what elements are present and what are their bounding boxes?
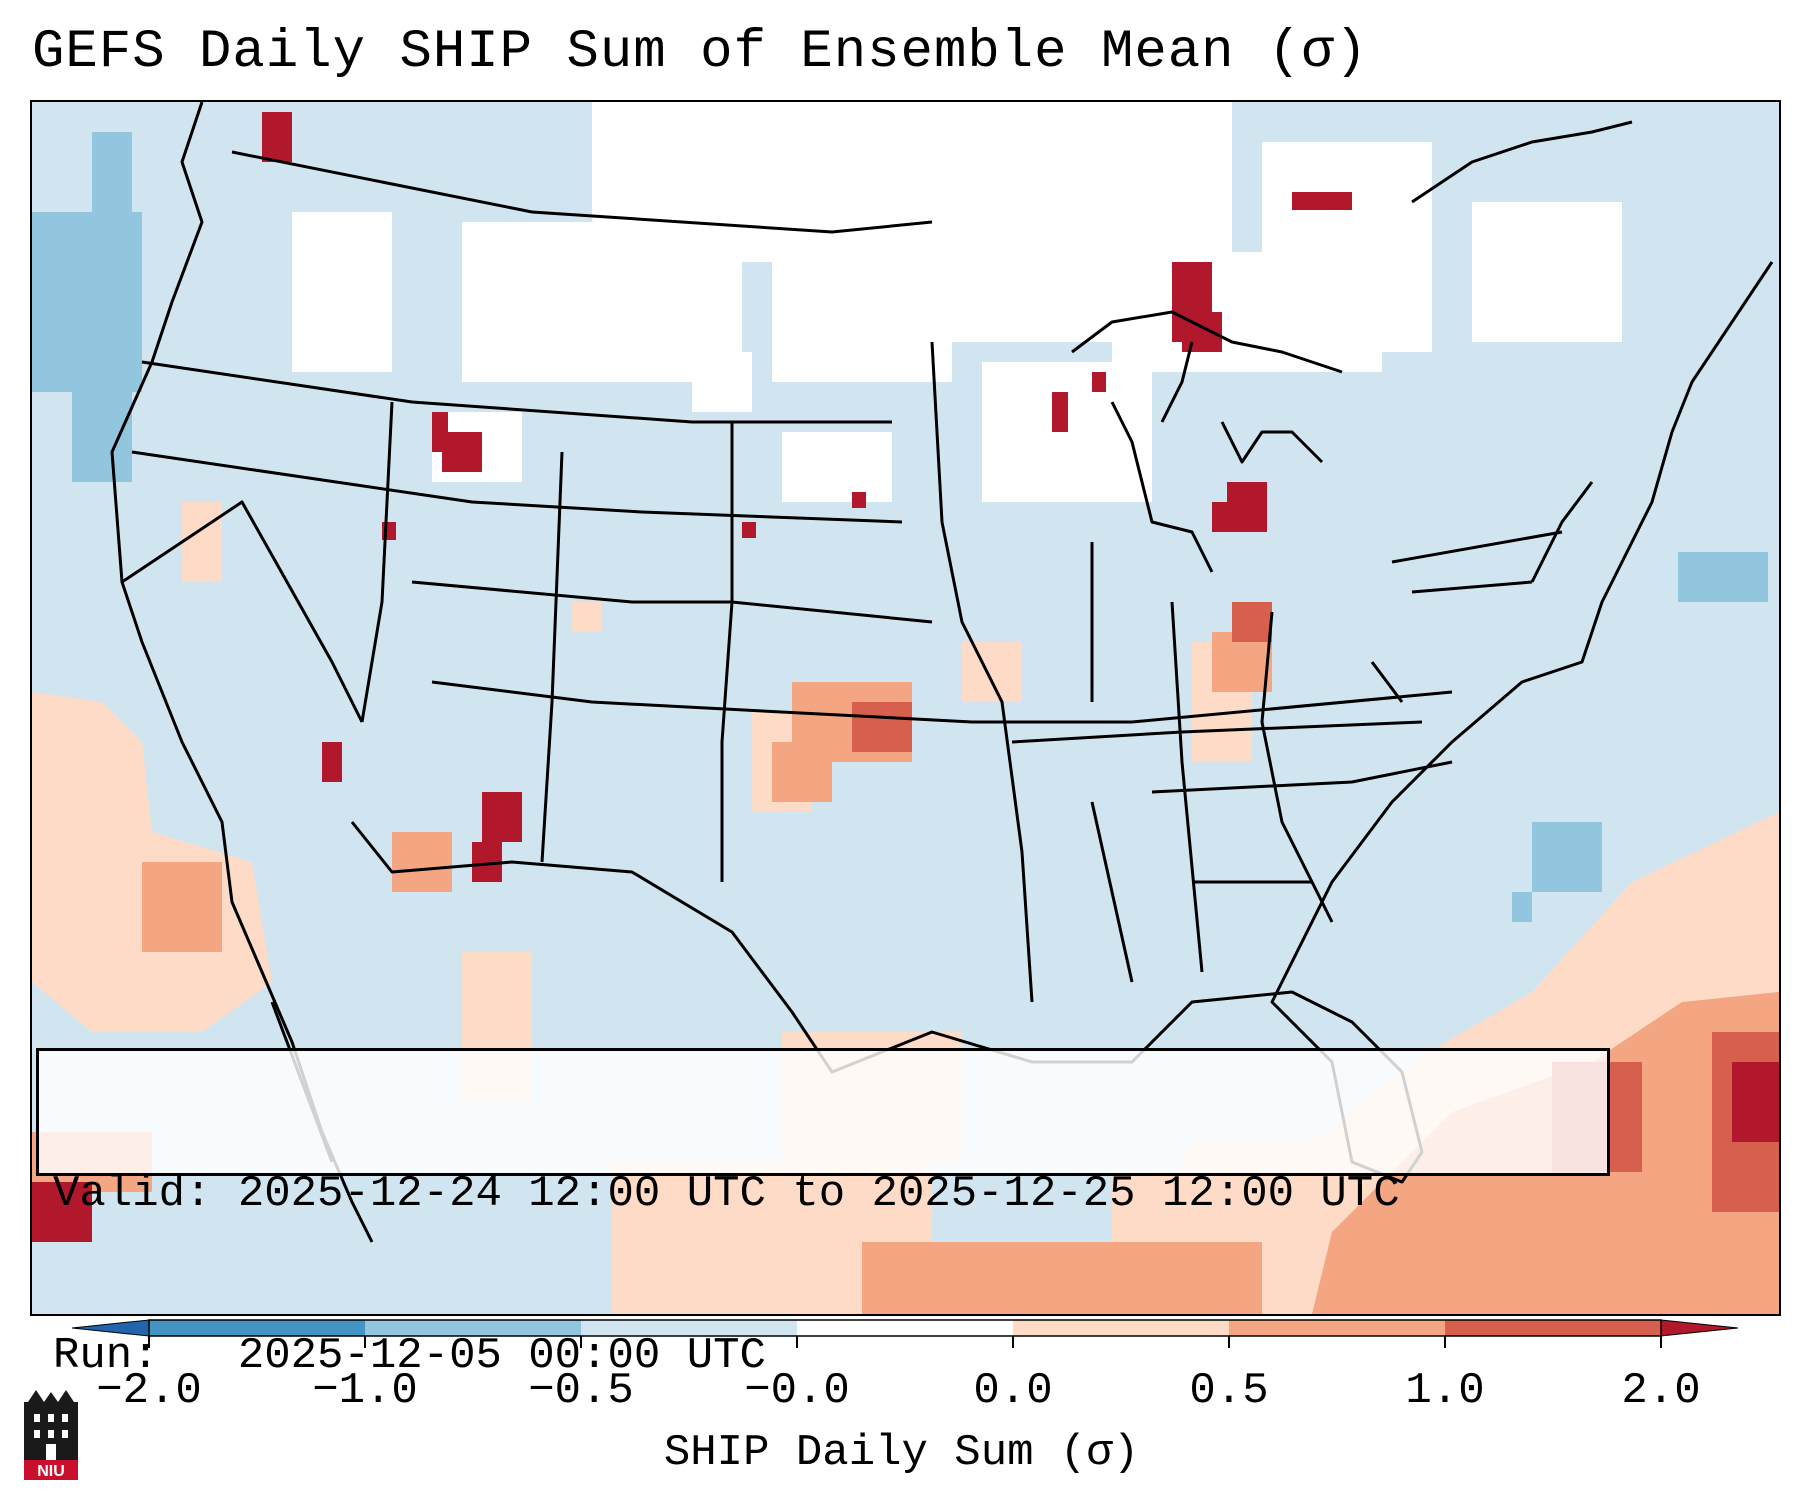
colorbar-label: SHIP Daily Sum (σ) — [663, 1428, 1140, 1478]
colorbar-tick-label: −0.0 — [744, 1366, 850, 1416]
colorbar-extend-high — [1660, 1319, 1739, 1337]
colorbar — [71, 1319, 1739, 1348]
colorbar-tick-label: 0.0 — [973, 1366, 1053, 1416]
colorbar-tick-label: 0.5 — [1189, 1366, 1269, 1416]
colorbar-segment-3 — [581, 1320, 797, 1336]
niu-logo-text: NIU — [37, 1463, 65, 1480]
extreme-positive-regions — [32, 112, 1779, 1242]
colorbar-tick-label: −0.5 — [528, 1366, 634, 1416]
colorbar-segment-5 — [1013, 1320, 1229, 1336]
colorbar-segment-1 — [149, 1320, 365, 1336]
niu-logo: NIU — [24, 1390, 78, 1480]
colorbar-segment-6 — [1229, 1320, 1445, 1336]
colorbar-tick-label: −2.0 — [96, 1366, 202, 1416]
map-canvas — [32, 102, 1779, 1314]
colorbar-segment-2 — [365, 1320, 581, 1336]
colorbar-extend-low — [71, 1319, 150, 1337]
run-time-text: Run: 2025-12-05 00:00 UTC — [53, 1331, 766, 1381]
colorbar-tick-label: 1.0 — [1405, 1366, 1485, 1416]
valid-time-text: Valid: 2025-12-24 12:00 UTC to 2025-12-2… — [53, 1169, 1400, 1219]
map-panel — [30, 100, 1781, 1316]
colorbar-tick-label: −1.0 — [312, 1366, 418, 1416]
negative-regions — [32, 132, 1768, 922]
state-boundaries — [131, 150, 1563, 1003]
colorbar-segment-4 — [797, 1320, 1013, 1336]
colorbar-tick-label: 2.0 — [1621, 1366, 1701, 1416]
near-zero-regions — [292, 102, 1622, 502]
colorbar-segment-7 — [1445, 1320, 1661, 1336]
map-title: GEFS Daily SHIP Sum of Ensemble Mean (σ) — [32, 22, 1369, 83]
valid-time-box: Valid: 2025-12-24 12:00 UTC to 2025-12-2… — [36, 1048, 1610, 1381]
